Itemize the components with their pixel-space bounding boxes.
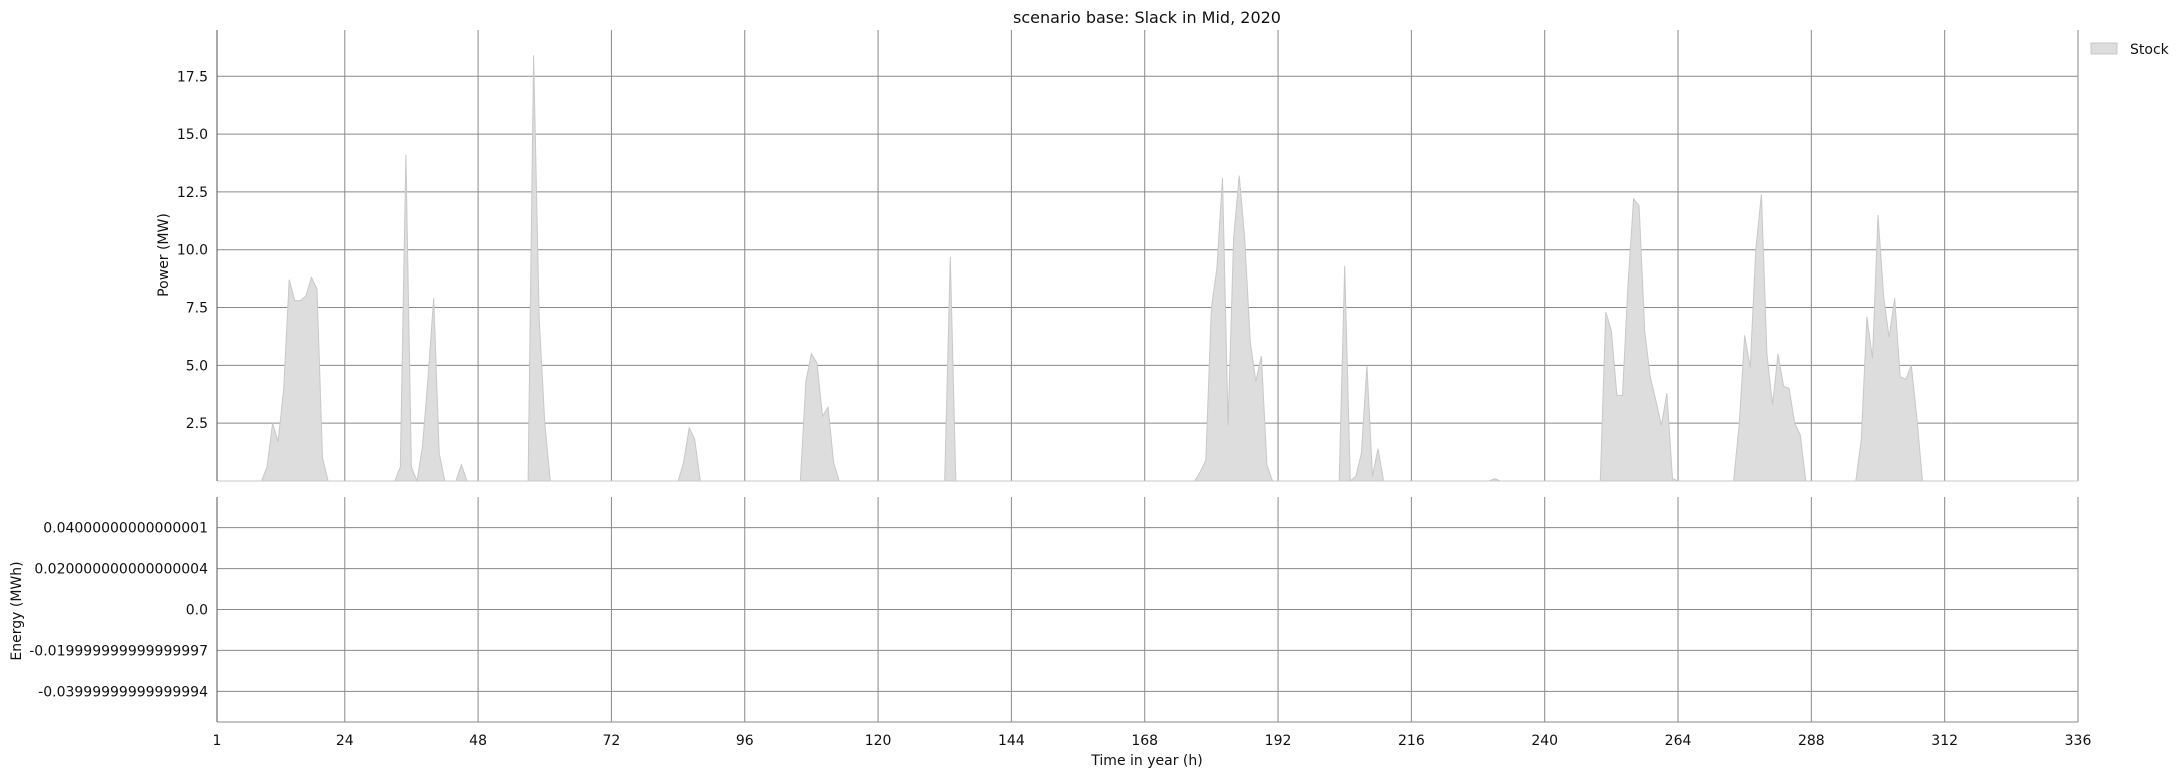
- legend-label-stock: Stock: [2130, 42, 2170, 58]
- x-tick-label: 144: [998, 733, 1025, 749]
- energy-ylabel: Energy (MWh): [9, 561, 25, 660]
- series-area-stock: [217, 55, 2078, 483]
- x-tick-label: 72: [603, 733, 621, 749]
- energy-y-tick-label: -0.03999999999999994: [38, 684, 208, 700]
- x-tick-label: 288: [1798, 733, 1825, 749]
- power-y-tick-label: 2.5: [186, 416, 208, 432]
- x-tick-label: 168: [1131, 733, 1158, 749]
- energy-y-tick-label: 0.020000000000000004: [34, 562, 208, 578]
- power-panel: 2.5 5.0 7.5 10.0 12.5 15.0 17.5 Power (MW): [156, 30, 2079, 483]
- energy-y-tick-label: 0.0: [186, 603, 208, 619]
- legend: Stock: [2090, 42, 2170, 58]
- energy-y-tick-label: -0.019999999999999997: [29, 643, 208, 659]
- chart-title: scenario base: Slack in Mid, 2020: [1013, 8, 1281, 27]
- power-y-tick-label: 17.5: [177, 69, 208, 85]
- power-y-tick-label: 15.0: [177, 127, 208, 143]
- x-tick-label: 96: [736, 733, 754, 749]
- power-ylabel: Power (MW): [156, 213, 172, 297]
- x-tick-label: 216: [1398, 733, 1425, 749]
- x-tick-label: 48: [469, 733, 487, 749]
- power-y-tick-label: 5.0: [186, 358, 208, 374]
- energy-panel: -0.03999999999999994 -0.01999999999999999…: [9, 497, 2079, 723]
- x-axis-ticks: 1 24 48 72 96 120 144 168 192 216 240 264 288 312 336: [213, 733, 2092, 749]
- x-tick-label: 336: [2065, 733, 2092, 749]
- x-tick-label: 264: [1665, 733, 1692, 749]
- legend-swatch-stock: [2090, 42, 2118, 55]
- x-tick-label: 24: [336, 733, 354, 749]
- x-axis-label: Time in year (h): [1090, 753, 1202, 769]
- x-tick-label: 240: [1531, 733, 1558, 749]
- x-tick-label: 312: [1931, 733, 1958, 749]
- power-y-tick-label: 10.0: [177, 243, 208, 259]
- power-y-tick-label: 7.5: [186, 301, 208, 317]
- x-tick-label: 1: [213, 733, 222, 749]
- power-y-tick-label: 12.5: [177, 185, 208, 201]
- x-tick-label: 192: [1265, 733, 1292, 749]
- x-tick-label: 120: [865, 733, 892, 749]
- energy-y-tick-label: 0.04000000000000001: [43, 521, 208, 537]
